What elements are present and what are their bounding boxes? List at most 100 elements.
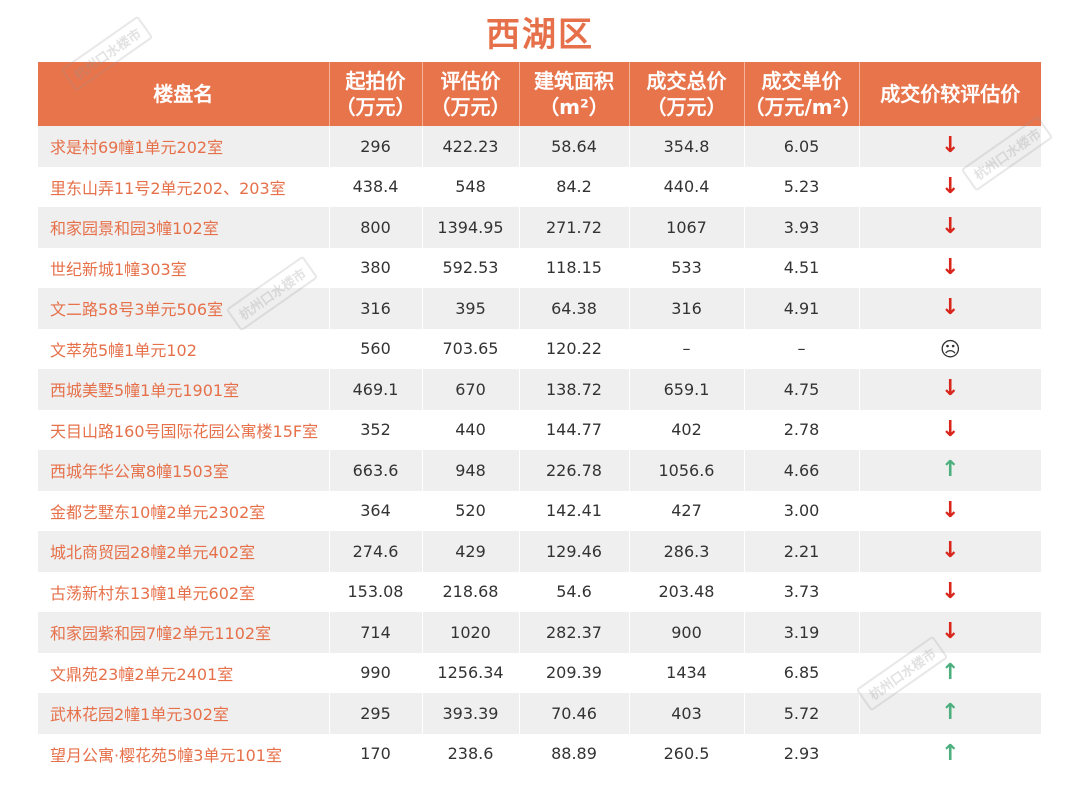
cell-total: – bbox=[629, 328, 745, 369]
cell-unit-price: 3.00 bbox=[744, 490, 860, 531]
cell-start-price: 663.6 bbox=[329, 450, 423, 491]
table-row: 金都艺墅东10幢2单元2302室 364 520 142.41 427 3.00 ↓ bbox=[38, 490, 1041, 531]
cell-total: 402 bbox=[629, 409, 745, 450]
cell-appraisal: 429 bbox=[422, 531, 520, 572]
cell-appraisal: 520 bbox=[422, 490, 520, 531]
header-appraisal-unit: （万元） bbox=[430, 95, 511, 119]
cell-total: 1067 bbox=[629, 207, 745, 248]
table-row: 天目山路160号国际花园公寓楼15F室 352 440 144.77 402 2.78 ↓ bbox=[38, 409, 1041, 450]
cell-start-price: 316 bbox=[329, 288, 423, 329]
cell-total: 1056.6 bbox=[629, 450, 745, 491]
cell-total: 203.48 bbox=[629, 571, 745, 612]
cell-total: 900 bbox=[629, 612, 745, 653]
table-row: 望月公寓·樱花苑5幢3单元101室 170 238.6 88.89 260.5 2.93 ↑ bbox=[38, 733, 1041, 774]
cell-appraisal: 948 bbox=[422, 450, 520, 491]
cell-unit-price: 4.66 bbox=[744, 450, 860, 491]
cell-area: 129.46 bbox=[519, 531, 630, 572]
table-row: 文二路58号3单元506室 316 395 64.38 316 4.91 ↓ bbox=[38, 288, 1041, 329]
cell-total: 533 bbox=[629, 247, 745, 288]
cell-area: 209.39 bbox=[519, 652, 630, 693]
cell-compare: ↓ bbox=[859, 126, 1041, 167]
cell-name: 文二路58号3单元506室 bbox=[38, 288, 330, 329]
cell-name: 和家园景和园3幢102室 bbox=[38, 207, 330, 248]
cell-area: 271.72 bbox=[519, 207, 630, 248]
cell-start-price: 295 bbox=[329, 693, 423, 734]
arrow-down-icon: ↓ bbox=[941, 214, 960, 240]
table-row: 求是村69幢1单元202室 296 422.23 58.64 354.8 6.05 ↓ bbox=[38, 126, 1041, 167]
header-unit-label: 成交单价 bbox=[761, 69, 842, 93]
cell-total: 1434 bbox=[629, 652, 745, 693]
cell-appraisal: 393.39 bbox=[422, 693, 520, 734]
cell-start-price: 560 bbox=[329, 328, 423, 369]
cell-appraisal: 1256.34 bbox=[422, 652, 520, 693]
arrow-down-icon: ↓ bbox=[941, 376, 960, 402]
cell-compare: ↓ bbox=[859, 369, 1041, 410]
table-header-row: 楼盘名 起拍价 （万元） 评估价 （万元） 建筑面积 （m²） 成交总价 （万元… bbox=[38, 62, 1041, 126]
cell-start-price: 153.08 bbox=[329, 571, 423, 612]
cell-compare: ↓ bbox=[859, 288, 1041, 329]
cell-unit-price: 6.85 bbox=[744, 652, 860, 693]
cell-area: 120.22 bbox=[519, 328, 630, 369]
cell-total: 427 bbox=[629, 490, 745, 531]
cell-area: 70.46 bbox=[519, 693, 630, 734]
cell-name: 西城美墅5幢1单元1901室 bbox=[38, 369, 330, 410]
cell-area: 226.78 bbox=[519, 450, 630, 491]
cell-compare: ↓ bbox=[859, 247, 1041, 288]
cell-area: 142.41 bbox=[519, 490, 630, 531]
cell-start-price: 438.4 bbox=[329, 166, 423, 207]
cell-compare: ☹ bbox=[859, 328, 1041, 369]
header-area-label: 建筑面积 bbox=[534, 69, 614, 93]
cell-name: 城北商贸园28幢2单元402室 bbox=[38, 531, 330, 572]
cell-area: 144.77 bbox=[519, 409, 630, 450]
cell-compare: ↑ bbox=[859, 693, 1041, 734]
arrow-up-icon: ↑ bbox=[941, 457, 960, 483]
header-appraisal: 评估价 （万元） bbox=[422, 62, 520, 126]
cell-total: 316 bbox=[629, 288, 745, 329]
cell-unit-price: 5.23 bbox=[744, 166, 860, 207]
arrow-down-icon: ↓ bbox=[941, 133, 960, 159]
arrow-down-icon: ↓ bbox=[941, 173, 960, 199]
table-row: 城北商贸园28幢2单元402室 274.6 429 129.46 286.3 2.21 ↓ bbox=[38, 531, 1041, 572]
cell-unit-price: 3.19 bbox=[744, 612, 860, 653]
cell-area: 64.38 bbox=[519, 288, 630, 329]
cell-area: 84.2 bbox=[519, 166, 630, 207]
cell-start-price: 170 bbox=[329, 733, 423, 774]
table-row: 和家园景和园3幢102室 800 1394.95 271.72 1067 3.93 ↓ bbox=[38, 207, 1041, 248]
cell-start-price: 352 bbox=[329, 409, 423, 450]
cell-appraisal: 670 bbox=[422, 369, 520, 410]
cell-total: 403 bbox=[629, 693, 745, 734]
cell-start-price: 364 bbox=[329, 490, 423, 531]
cell-total: 260.5 bbox=[629, 733, 745, 774]
arrow-down-icon: ↓ bbox=[941, 578, 960, 604]
cell-name: 天目山路160号国际花园公寓楼15F室 bbox=[38, 409, 330, 450]
cell-unit-price: 4.91 bbox=[744, 288, 860, 329]
cell-appraisal: 1020 bbox=[422, 612, 520, 653]
arrow-up-icon: ↑ bbox=[941, 700, 960, 726]
cell-appraisal: 1394.95 bbox=[422, 207, 520, 248]
cell-unit-price: 2.78 bbox=[744, 409, 860, 450]
cell-compare: ↓ bbox=[859, 612, 1041, 653]
arrow-up-icon: ↑ bbox=[941, 659, 960, 685]
header-total: 成交总价 （万元） bbox=[629, 62, 745, 126]
cell-start-price: 469.1 bbox=[329, 369, 423, 410]
cell-appraisal: 548 bbox=[422, 166, 520, 207]
cell-name: 西城年华公寓8幢1503室 bbox=[38, 450, 330, 491]
cell-unit-price: – bbox=[744, 328, 860, 369]
arrow-down-icon: ↓ bbox=[941, 497, 960, 523]
cell-name: 古荡新村东13幢1单元602室 bbox=[38, 571, 330, 612]
cell-start-price: 800 bbox=[329, 207, 423, 248]
cell-name: 文萃苑5幢1单元102 bbox=[38, 328, 330, 369]
cell-area: 138.72 bbox=[519, 369, 630, 410]
table-body: 求是村69幢1单元202室 296 422.23 58.64 354.8 6.05 ↓ 里东山… bbox=[38, 126, 1041, 774]
cell-appraisal: 395 bbox=[422, 288, 520, 329]
cell-unit-price: 4.51 bbox=[744, 247, 860, 288]
cell-compare: ↑ bbox=[859, 652, 1041, 693]
table-row: 古荡新村东13幢1单元602室 153.08 218.68 54.6 203.48 3.7… bbox=[38, 571, 1041, 612]
cell-total: 659.1 bbox=[629, 369, 745, 410]
cell-compare: ↓ bbox=[859, 166, 1041, 207]
cell-appraisal: 703.65 bbox=[422, 328, 520, 369]
cell-appraisal: 592.53 bbox=[422, 247, 520, 288]
cell-name: 里东山弄11号2单元202、203室 bbox=[38, 166, 330, 207]
cell-total: 286.3 bbox=[629, 531, 745, 572]
cell-compare: ↓ bbox=[859, 531, 1041, 572]
